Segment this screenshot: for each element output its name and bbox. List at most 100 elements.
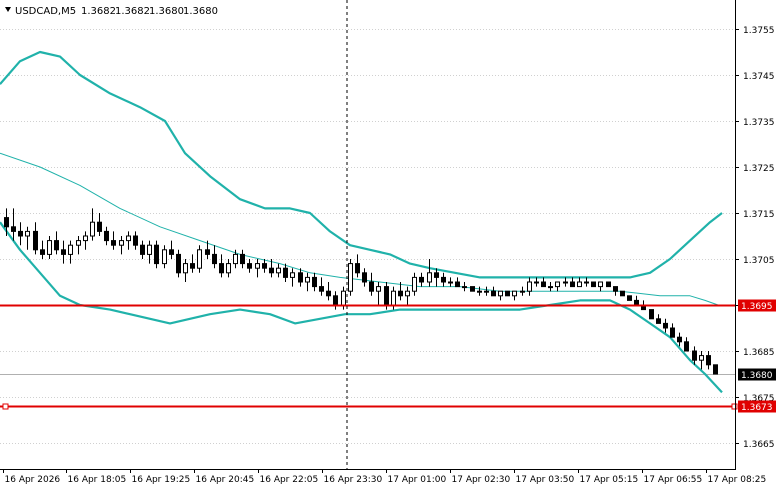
candle-body-up: [147, 244, 152, 255]
candle-body-down: [269, 267, 274, 274]
x-tick-label: 16 Apr 22:05: [260, 475, 319, 485]
candle-body-up: [412, 276, 417, 292]
candle-body-down: [154, 244, 159, 265]
current-price-label: 1.3680: [741, 371, 773, 381]
candle-body-up: [448, 281, 453, 284]
y-tick-label: 1.3725: [743, 164, 775, 174]
candle: [656, 314, 661, 324]
candle: [470, 286, 475, 292]
candle: [713, 364, 718, 375]
bollinger-middle: [0, 152, 719, 306]
candle: [76, 236, 81, 255]
candle: [140, 240, 145, 259]
y-tick-label: 1.3685: [743, 348, 775, 358]
candle: [133, 231, 138, 250]
candle-body-down: [441, 276, 446, 283]
level-handle-left[interactable]: [2, 403, 9, 410]
candle-body-down: [176, 253, 181, 274]
candle-body-up: [126, 235, 131, 242]
candle-body-up: [83, 235, 88, 242]
candle-body-up: [577, 281, 582, 288]
candle-body-down: [384, 286, 389, 306]
candle-body-up: [699, 355, 704, 361]
candle: [262, 259, 267, 273]
candle: [441, 272, 446, 287]
candle: [520, 286, 525, 296]
candle: [563, 277, 568, 287]
candle: [448, 277, 453, 287]
candle-body-up: [512, 290, 517, 297]
candle-body-down: [190, 263, 195, 269]
candle-body-down: [319, 286, 324, 292]
candle: [219, 254, 224, 278]
candle: [412, 272, 417, 296]
candle-body-up: [520, 290, 525, 293]
candle: [548, 282, 553, 292]
candle-body-down: [613, 286, 618, 292]
candle-body-down: [692, 350, 697, 361]
header-high: 1.3682: [115, 6, 150, 17]
candle-body-up: [341, 290, 346, 306]
candle-body-up: [462, 286, 467, 289]
candle-body-down: [606, 281, 611, 288]
x-tick-label: 16 Apr 18:05: [68, 475, 127, 485]
y-tick-label: 1.3755: [743, 26, 775, 36]
candle-body-down: [570, 281, 575, 288]
candle-body-down: [283, 267, 288, 278]
candle-body-down: [18, 230, 23, 237]
candle-body-up: [25, 230, 30, 237]
candle: [527, 277, 532, 296]
bollinger-bands: [0, 50, 723, 394]
candle: [205, 240, 210, 259]
candle-body-down: [4, 217, 9, 228]
bollinger-lower: [0, 221, 723, 394]
candle-body-up: [119, 240, 124, 246]
x-tick-label: 17 Apr 08:25: [708, 475, 767, 485]
candle-body-down: [333, 295, 338, 306]
candle: [190, 254, 195, 273]
y-tick-label: 1.3705: [743, 256, 775, 266]
y-tick-label: 1.3715: [743, 210, 775, 220]
candle-body-up: [162, 249, 167, 265]
header-triangle-icon[interactable]: [5, 7, 11, 12]
candle: [434, 268, 439, 287]
candle: [512, 290, 517, 301]
candle: [584, 277, 589, 287]
candle: [283, 263, 288, 282]
candle: [462, 282, 467, 292]
candle-body-up: [68, 244, 73, 255]
price-badges: 1.3695 1.3673 1.3680: [738, 299, 776, 413]
horizontal-levels[interactable]: [0, 304, 738, 410]
candle-body-down: [33, 230, 38, 251]
candle: [591, 281, 596, 288]
candle-body-down: [620, 290, 625, 297]
candle-body-up: [584, 281, 589, 284]
candle: [577, 277, 582, 288]
candle-body-up: [290, 272, 295, 278]
level-price-badge: [738, 400, 776, 413]
candle: [362, 268, 367, 287]
candle: [455, 277, 460, 288]
candle: [154, 240, 159, 269]
x-tick-label: 17 Apr 01:00: [388, 475, 447, 485]
candle: [212, 245, 217, 269]
candle: [97, 213, 102, 236]
candle: [126, 231, 131, 250]
candle-body-down: [591, 281, 596, 288]
candle-body-down: [455, 281, 460, 288]
candle-body-up: [477, 290, 482, 293]
candle: [670, 323, 675, 338]
x-tick-label: 16 Apr 2026: [5, 475, 61, 485]
level-handle-right[interactable]: [731, 403, 738, 410]
candle-body-down: [505, 290, 510, 297]
candle: [484, 286, 489, 296]
candle-body-up: [276, 267, 281, 274]
candle: [699, 351, 704, 370]
candle-body-down: [649, 309, 654, 320]
candle: [606, 281, 611, 288]
candle-body-down: [212, 253, 217, 265]
candle-body-down: [434, 272, 439, 278]
y-tick-label: 1.3665: [743, 440, 775, 450]
candle-body-up: [427, 272, 432, 283]
